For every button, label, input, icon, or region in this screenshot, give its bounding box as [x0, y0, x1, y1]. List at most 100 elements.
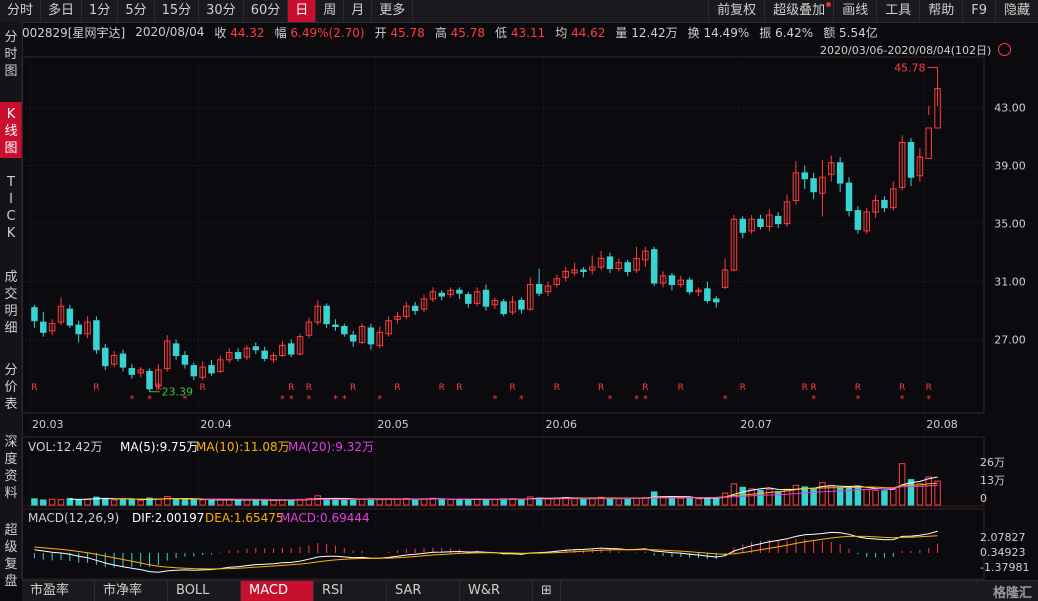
candle-body [349, 334, 357, 342]
event-marker-star: * [634, 394, 639, 405]
candle-body [287, 343, 295, 355]
volume-label: VOL:12.42万 [28, 440, 103, 454]
candle-body [465, 294, 472, 304]
date-range-label: 2020/03/06-2020/08/04(102日) [820, 42, 1011, 58]
event-marker-r: R [810, 383, 816, 393]
period-tab-1[interactable]: 多日 [41, 0, 83, 22]
period-tab-7[interactable]: 日 [288, 0, 317, 22]
candle-body [376, 331, 383, 346]
period-tab-2[interactable]: 1分 [82, 0, 119, 22]
volume-bar [606, 497, 614, 506]
event-marker-r: R [200, 383, 206, 393]
macd-line [34, 530, 938, 573]
candle-body [544, 285, 552, 293]
candle-body [907, 141, 915, 178]
candle-body [411, 305, 419, 312]
candle-body [606, 256, 614, 270]
indicator-tab-1[interactable]: 市净率 [95, 581, 168, 601]
indicator-tab-2[interactable]: BOLL [168, 581, 241, 601]
volume-bar [225, 498, 233, 506]
volume-bar [686, 497, 693, 506]
event-marker-star: * [377, 394, 382, 405]
candle-body [163, 340, 171, 370]
candle-body [730, 218, 738, 271]
left-nav-5[interactable]: 深度资料 [4, 435, 18, 501]
volume-bar [527, 496, 534, 506]
volume-bar [270, 499, 277, 506]
candle-body [898, 141, 906, 188]
candle-body [872, 199, 879, 213]
candle-body [828, 162, 835, 175]
toolbar-tab-6[interactable]: 隐藏 [994, 0, 1038, 22]
candle-body [819, 176, 826, 194]
volume-bar [349, 498, 357, 506]
candle-body [234, 352, 242, 359]
period-tab-9[interactable]: 月 [344, 0, 373, 22]
left-nav-3[interactable]: 成交明细 [4, 270, 18, 336]
candle-body [739, 218, 747, 233]
period-tab-6[interactable]: 60分 [244, 0, 289, 22]
period-tab-4[interactable]: 15分 [155, 0, 200, 22]
gear-icon[interactable] [997, 43, 1011, 56]
toolbar-tab-0[interactable]: 前复权 [708, 0, 764, 22]
candle-body [615, 262, 623, 270]
candle-body [810, 178, 817, 193]
indicator-tabs: 市盈率 市净率 BOLL MACD RSI SAR W&R ⊞ [22, 580, 1038, 601]
toolbar-tab-3[interactable]: 工具 [876, 0, 919, 22]
candle-body [633, 257, 640, 271]
macd-axis-label: 2.07827 [980, 531, 1026, 544]
volume-bar [712, 497, 720, 506]
volume-bar [881, 490, 888, 506]
period-tab-8[interactable]: 周 [316, 0, 345, 22]
candle-body [323, 305, 330, 325]
indicator-tab-3[interactable]: MACD [241, 581, 314, 601]
toolbar-tab-2[interactable]: 画线 [833, 0, 876, 22]
event-marker-r: R [598, 383, 604, 393]
volume-bar [597, 496, 605, 506]
candle-body [473, 291, 481, 304]
volume-bar [119, 499, 127, 506]
left-nav-0[interactable]: 分时图 [4, 30, 18, 79]
event-marker-star: * [607, 394, 612, 405]
notify-dot-icon [826, 2, 832, 7]
date-tick-label: 20.08 [926, 418, 958, 431]
volume-bar [695, 498, 702, 506]
period-tab-5[interactable]: 30分 [199, 0, 244, 22]
price-tick-label: 39.00 [994, 160, 1026, 173]
indicator-tab-7[interactable]: ⊞ [533, 581, 561, 601]
period-tab-3[interactable]: 5分 [118, 0, 155, 22]
indicator-tab-4[interactable]: RSI [314, 581, 387, 601]
volume-bar [473, 498, 481, 506]
event-marker-r: R [899, 383, 905, 393]
event-marker-r: R [926, 383, 932, 393]
indicator-tab-6[interactable]: W&R [460, 581, 533, 601]
candle-body [429, 291, 437, 300]
volume-bar [208, 499, 215, 506]
left-nav-6[interactable]: 超级复盘 [4, 523, 18, 589]
volume-bar [633, 497, 640, 506]
candle-body [31, 307, 38, 322]
candle-body [562, 270, 569, 278]
period-tab-10[interactable]: 更多 [372, 0, 414, 22]
candle-body [93, 320, 100, 351]
left-nav-4[interactable]: 分价表 [4, 363, 18, 412]
toolbar-tab-4[interactable]: 帮助 [919, 0, 962, 22]
candle-body [792, 172, 800, 201]
event-marker-r: R [31, 383, 37, 393]
indicator-tab-5[interactable]: SAR [387, 581, 460, 601]
candle-body [172, 343, 180, 356]
volume-ma-line [114, 482, 938, 501]
volume-bar [217, 499, 224, 506]
toolbar-tab-5[interactable]: F9 [962, 0, 995, 22]
watermark-logo: 格隆汇 [992, 586, 1032, 601]
toolbar-tab-1[interactable]: 超级叠加 [764, 0, 833, 22]
candle-body [766, 214, 773, 228]
candle-body [509, 301, 516, 313]
period-tab-0[interactable]: 分时 [0, 0, 42, 22]
indicator-tab-0[interactable]: 市盈率 [22, 581, 95, 601]
candle-body [155, 369, 162, 387]
event-marker-r: R [155, 383, 161, 393]
open-field: 开 45.78 [374, 25, 425, 40]
